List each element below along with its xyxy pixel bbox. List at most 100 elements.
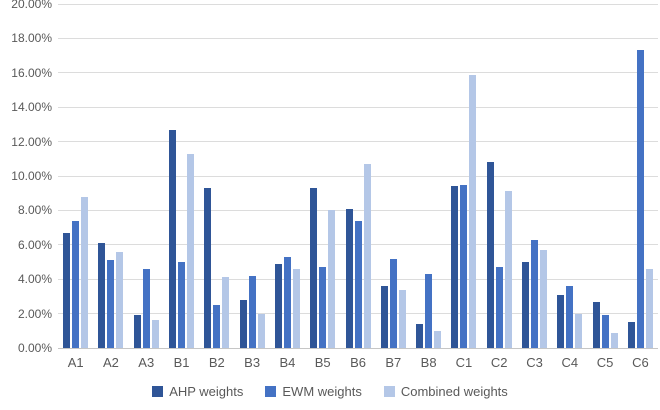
x-axis-category-label: C1: [455, 355, 473, 370]
y-axis-tick-label: 18.00%: [11, 31, 52, 46]
bar-ahp-b6: [345, 208, 353, 348]
bar-ahp-b7: [380, 286, 388, 348]
x-axis-category-label: C4: [561, 355, 579, 370]
y-axis-tick-label: 20.00%: [11, 0, 52, 11]
category-group-c1: [446, 4, 481, 348]
bar-ahp-c1: [451, 186, 459, 348]
y-axis-tick-label: 2.00%: [17, 306, 52, 321]
bar-combined-c6: [645, 268, 653, 348]
bar-combined-c4: [575, 313, 583, 348]
bar-ewm-b4: [283, 256, 291, 348]
category-group-b6: [340, 4, 375, 348]
legend-swatch-icon: [383, 386, 395, 397]
bar-ahp-c2: [486, 162, 494, 348]
category-group-b4: [270, 4, 305, 348]
bar-ahp-a1: [63, 232, 71, 348]
category-group-c3: [517, 4, 552, 348]
bar-ahp-b4: [274, 263, 282, 348]
bar-ewm-b2: [213, 305, 221, 348]
category-group-c6: [623, 4, 658, 348]
bar-combined-b1: [187, 153, 195, 348]
gridline: [58, 106, 658, 108]
x-axis-line: [58, 347, 658, 349]
bar-ewm-b3: [248, 275, 256, 348]
y-axis-tick-label: 10.00%: [11, 169, 52, 183]
y-axis-tick-label: 12.00%: [11, 134, 52, 149]
bar-ewm-b6: [354, 220, 362, 348]
bar-combined-a2: [116, 251, 124, 348]
bar-combined-c5: [610, 332, 618, 348]
bar-ewm-c4: [566, 286, 574, 348]
x-axis-category-label: C6: [632, 355, 649, 370]
gridline: [58, 141, 658, 143]
bar-ahp-b2: [204, 188, 212, 348]
bar-ewm-c3: [531, 239, 538, 348]
bar-combined-c3: [540, 249, 547, 348]
bar-combined-b5: [328, 210, 336, 348]
legend-item-combined: Combined weights: [383, 384, 508, 399]
bar-ahp-b1: [169, 129, 177, 348]
legend-label: EWM weights: [282, 384, 362, 399]
category-group-a1: [58, 4, 93, 348]
bars-layer: [58, 4, 658, 348]
x-axis-category-label: B8: [420, 355, 437, 370]
y-axis-tick-label: 8.00%: [17, 203, 52, 218]
x-axis-category-label: B4: [279, 355, 296, 370]
category-group-b5: [305, 4, 340, 348]
x-axis-category-label: B3: [244, 355, 261, 370]
bar-combined-a3: [151, 320, 159, 348]
category-group-b8: [411, 4, 446, 348]
bar-ahp-c3: [522, 262, 529, 348]
x-axis-category-label: B1: [173, 355, 190, 370]
bar-ewm-c6: [636, 50, 644, 348]
plot-area: [58, 3, 658, 349]
category-group-a3: [129, 4, 164, 348]
category-group-b2: [199, 4, 234, 348]
bar-ewm-b8: [425, 274, 433, 348]
y-axis-tick-label: 16.00%: [11, 65, 52, 80]
category-group-c4: [552, 4, 587, 348]
x-axis-category-label: C5: [596, 355, 614, 370]
x-axis-category-label: B2: [208, 355, 225, 370]
y-axis-tick-label: 0.00%: [17, 341, 52, 355]
bar-ahp-c6: [627, 322, 635, 348]
bar-ahp-b8: [416, 323, 424, 348]
bar-ewm-c2: [495, 267, 503, 348]
x-axis-category-label: B5: [314, 355, 331, 370]
bar-ahp-a3: [133, 315, 141, 348]
bar-ewm-b5: [319, 267, 327, 348]
gridline: [58, 72, 658, 74]
x-axis-category-label: A3: [138, 355, 155, 370]
bar-combined-b2: [222, 277, 230, 348]
bar-ahp-c5: [592, 301, 600, 348]
legend-label: AHP weights: [169, 384, 244, 399]
category-group-c2: [482, 4, 517, 348]
category-group-c5: [587, 4, 622, 348]
bar-combined-b8: [434, 330, 442, 348]
x-axis-category-label: C3: [526, 355, 543, 370]
bar-ewm-a1: [72, 220, 80, 348]
bar-ahp-b5: [310, 188, 318, 348]
bar-combined-b3: [257, 313, 265, 348]
bar-ahp-c4: [557, 294, 565, 348]
legend-item-ahp: AHP weights: [152, 384, 243, 399]
bar-ewm-a3: [142, 268, 150, 348]
y-axis-tick-label: 4.00%: [17, 272, 52, 287]
bar-ewm-c1: [460, 184, 468, 348]
x-axis-category-label: C2: [490, 355, 508, 370]
bar-combined-a1: [81, 196, 89, 348]
gridline: [58, 175, 658, 177]
bar-ewm-b1: [178, 262, 186, 348]
category-group-b3: [234, 4, 269, 348]
legend-swatch-icon: [265, 386, 277, 397]
bar-combined-c1: [469, 74, 477, 348]
x-axis-category-label: B7: [385, 355, 402, 370]
category-group-a2: [93, 4, 128, 348]
legend-swatch-icon: [152, 386, 164, 397]
y-axis-tick-label: 6.00%: [17, 237, 52, 252]
gridline: [58, 37, 658, 39]
category-group-b1: [164, 4, 199, 348]
bar-ewm-c5: [601, 315, 609, 348]
bar-ahp-a2: [98, 243, 106, 348]
